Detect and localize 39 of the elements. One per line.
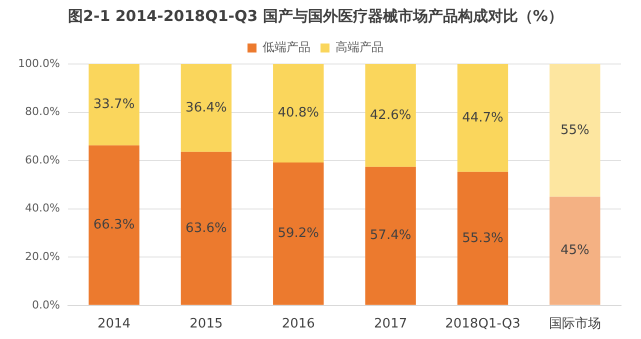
x-tick-label: 2016 — [282, 316, 315, 332]
bar — [457, 172, 508, 305]
data-label: 55.3% — [462, 230, 504, 246]
bar — [550, 64, 600, 197]
bar — [180, 152, 232, 305]
data-label: 42.6% — [370, 108, 412, 123]
bar — [457, 64, 508, 172]
legend-label: 低端产品 — [262, 40, 310, 54]
y-tick-label: 20.0% — [24, 250, 60, 263]
x-tick-label: 2017 — [374, 316, 408, 332]
x-tick-label: 2014 — [97, 316, 131, 332]
data-label: 40.8% — [278, 106, 320, 121]
data-label: 59.2% — [278, 226, 320, 242]
data-label: 66.3% — [93, 218, 135, 232]
x-tick-label: 2015 — [190, 316, 223, 332]
data-label: 45% — [560, 243, 590, 258]
legend-label: 高端产品 — [336, 40, 384, 54]
y-tick-label: 80.0% — [24, 105, 60, 118]
bar — [180, 64, 232, 152]
bar — [550, 196, 600, 305]
bar — [88, 64, 140, 146]
bar — [273, 64, 324, 162]
bar — [273, 162, 324, 305]
y-tick-label: 40.0% — [24, 202, 60, 215]
bar — [88, 145, 140, 305]
x-tick-label: 国际市场 — [548, 316, 601, 332]
data-label: 57.4% — [370, 228, 412, 244]
bar — [365, 64, 416, 167]
data-label: 33.7% — [93, 97, 135, 112]
data-label: 36.4% — [186, 100, 227, 116]
data-label: 55% — [560, 122, 590, 138]
y-tick-label: 100.0% — [18, 56, 60, 70]
x-tick-label: 2018Q1-Q3 — [445, 316, 520, 332]
bar — [365, 166, 416, 305]
y-tick-label: 60.0% — [24, 153, 60, 166]
data-label: 63.6% — [186, 220, 227, 236]
chart-title: 图2-1 2014-2018Q1-Q3 国产与国外医疗器械市场产品构成对比（%） — [68, 6, 563, 25]
y-tick-label: 0.0% — [32, 298, 60, 312]
data-label: 44.7% — [462, 110, 504, 126]
